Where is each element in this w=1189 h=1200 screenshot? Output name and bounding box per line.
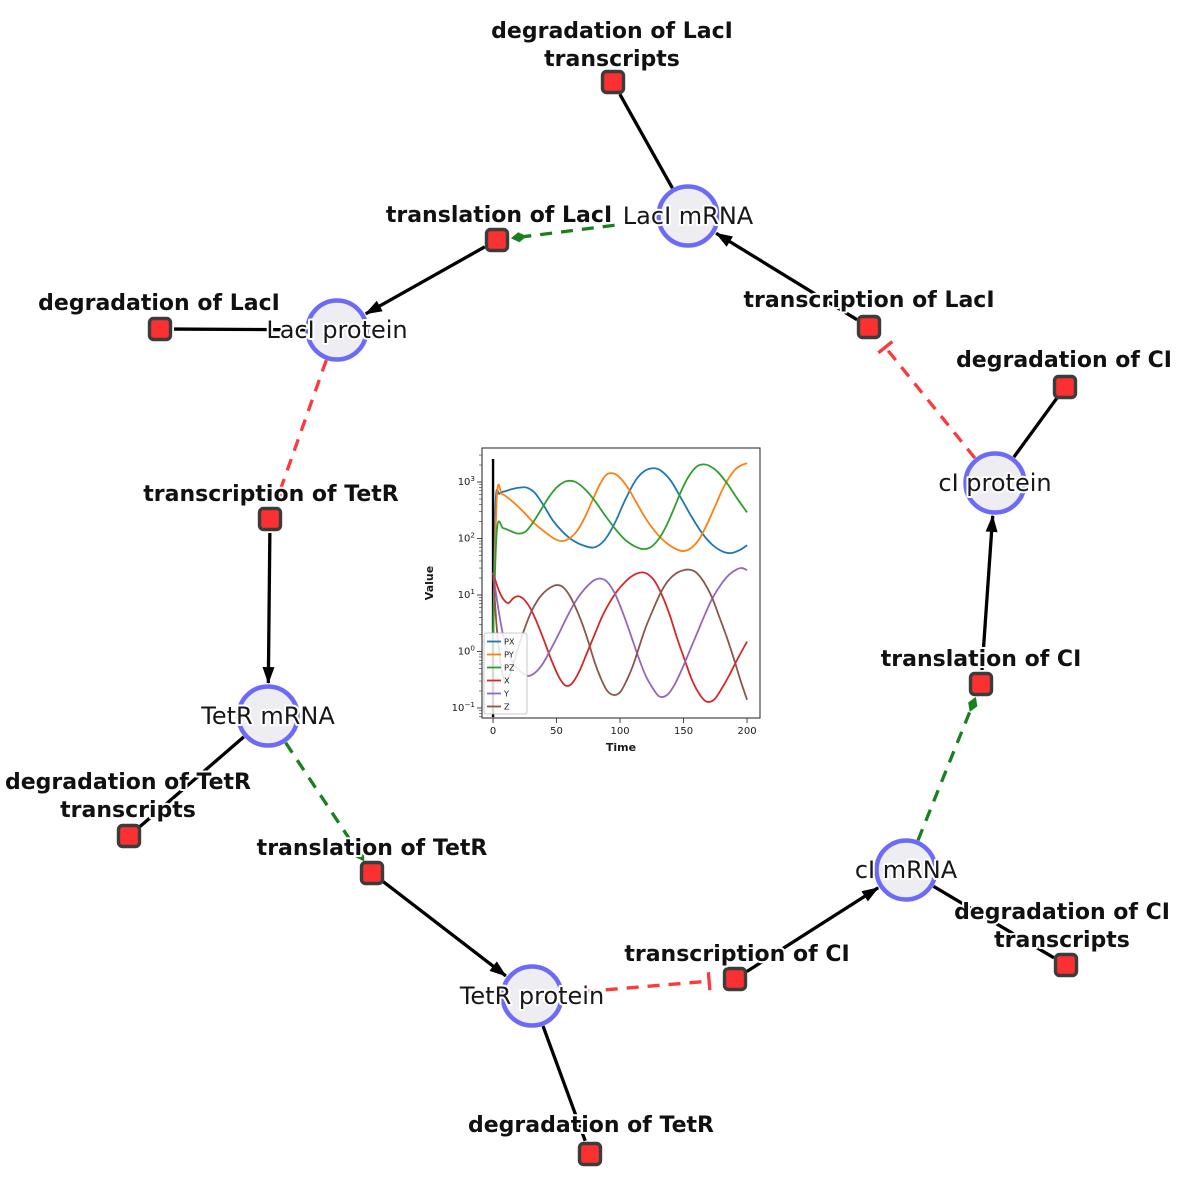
reaction-node-tc-tetr [257,506,283,532]
edge-degradation-ci-mrna-to-deg-ci-transcripts [932,884,1055,960]
edge-translation-laci-mrna-to-tl-laci [510,218,657,243]
edge-degradation-laci-protein-to-deg-laci [173,327,306,332]
x-axis-title: Time [606,741,636,754]
edge-inhibition-tetr-protein-to-tc-ci [563,972,712,995]
edge-degradation-tetr-mrna-to-deg-tetr-transcripts [138,735,245,829]
reaction-node-tc-ci [722,966,748,992]
species-node-tetr-protein [500,964,564,1028]
legend-label-PX: PX [504,637,515,647]
edge-production-tc-laci-to-laci-mrna [715,231,858,322]
reaction-label-tc-laci: transcription of LacI [743,288,994,313]
reaction-label-tl-ci: translation of CI [881,647,1082,672]
reaction-label-tc-ci: transcription of CI [624,942,849,967]
reaction-label-deg-ci-transcripts: degradation of CI transcripts [954,900,1170,953]
edge-inhibition-ci-protein-to-tc-laci [877,340,977,460]
series-line-X [492,571,748,703]
legend-label-Z: Z [504,702,510,712]
y-tick-label: 103 [458,474,475,488]
legend-label-PZ: PZ [504,663,515,673]
chart-frame [481,447,761,719]
series-line-PX [492,467,748,642]
species-node-ci-protein [963,451,1027,515]
reaction-label-tl-tetr: translation of TetR [257,836,488,861]
chart-legend: PX PY PZ XYZ [483,632,528,715]
reaction-label-deg-tetr-transcripts: degradation of TetR transcripts [5,770,251,823]
legend-label-X: X [504,676,510,686]
reaction-label-deg-tetr: degradation of TetR [468,1113,714,1138]
inset-chart: 0 50 100 150 20010−1100101102103TimeValuePXP… [423,447,761,754]
reaction-node-tl-laci [484,227,510,253]
y-tick-label: 100 [458,644,476,658]
species-node-ci-mrna [874,838,938,902]
reaction-node-deg-ci-transcripts [1053,952,1079,978]
series-line-PY [492,462,748,642]
species-label-laci-mrna: LacI mRNA [623,202,754,230]
species-label-tetr-mrna: TetR mRNA [200,702,335,730]
reaction-node-tc-laci [856,314,882,340]
edge-translation-ci-mrna-to-tl-ci [916,696,978,841]
labels-layer: degradation of LacI transcripts translatio… [3,17,1174,1140]
nodes-layer [116,69,1079,1167]
edge-production-tc-tetr-to-tetr-mrna [262,532,275,685]
series-line-PZ [492,463,748,642]
edge-inhibition-laci-protein-to-tc-tetr [269,359,328,500]
reaction-label-tc-tetr: transcription of TetR [143,482,399,507]
edge-production-tl-laci-to-laci-protein [364,245,486,316]
edges-layer [138,93,1059,1142]
chart-background [482,448,760,718]
species-node-laci-mrna [656,184,720,248]
reaction-node-deg-ci [1052,374,1078,400]
y-tick-label: 102 [458,531,475,545]
edge-degradation-ci-protein-to-deg-ci [1012,397,1059,459]
legend-label-PY: PY [504,650,515,660]
reaction-node-tl-tetr [359,860,385,886]
reaction-node-deg-laci [147,316,173,342]
species-label-ci-protein: cI protein [938,469,1051,497]
reaction-label-tl-laci: translation of LacI [386,203,612,228]
edge-production-tl-tetr-to-tetr-protein [382,880,507,978]
reaction-node-deg-tetr [577,1141,603,1167]
reaction-node-tl-ci [968,671,994,697]
y-tick-label: 101 [458,587,475,601]
y-tick-label: 10−1 [452,700,475,714]
reaction-node-deg-laci-transcripts [600,69,626,95]
legend-label-Y: Y [503,689,510,699]
x-tick-label: 0 [490,726,496,737]
x-tick-label: 200 [737,726,756,737]
species-label-tetr-protein: TetR protein [459,982,604,1010]
species-node-tetr-mrna [236,684,300,748]
edge-degradation-laci-mrna-to-deg-laci-transcripts [618,93,674,189]
x-tick-label: 100 [611,726,630,737]
species-node-laci-protein [305,298,369,362]
x-tick-label: 50 [550,726,563,737]
species-label-laci-protein: LacI protein [266,316,407,344]
reaction-label-deg-laci: degradation of LacI [38,291,280,316]
edge-production-tl-ci-to-ci-protein [980,514,998,671]
edge-degradation-tetr-protein-to-deg-tetr [541,1025,587,1142]
species-label-ci-mrna: cI mRNA [855,856,958,884]
reaction-node-deg-tetr-transcripts [116,823,142,849]
y-axis-title: Value [423,566,436,600]
reaction-label-deg-laci-transcripts: degradation of LacI transcripts [491,19,733,72]
edge-translation-tetr-mrna-to-tl-tetr [284,741,365,862]
reaction-label-deg-ci: degradation of CI [956,348,1172,373]
x-tick-label: 150 [674,726,693,737]
edge-production-tc-ci-to-ci-mrna [745,886,880,973]
